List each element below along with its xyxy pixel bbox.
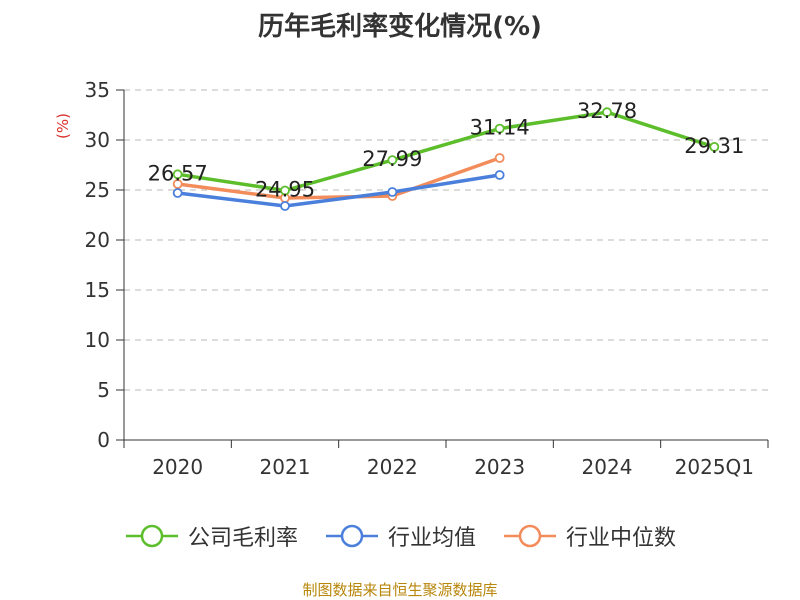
y-axis-label: (%) [54, 113, 72, 139]
data-point [602, 107, 612, 118]
data-point [387, 187, 398, 197]
data-label: 27.99 [362, 147, 422, 171]
data-point [172, 188, 183, 198]
data-point [494, 123, 505, 134]
x-tick-label: 2023 [474, 455, 525, 479]
legend-label: 行业中位数 [566, 526, 677, 551]
legend-line-marker-icon [125, 524, 178, 548]
series-line [177, 173, 500, 208]
y-tick-label: 10 [85, 328, 110, 352]
data-point [387, 155, 398, 166]
y-tick-label: 25 [85, 178, 110, 202]
legend-item-company[interactable]: 公司毛利率 [124, 520, 298, 552]
x-tick-label: 2020 [152, 455, 203, 479]
legend-label: 行业均值 [387, 526, 476, 551]
x-tick-label: 2022 [367, 455, 418, 479]
legend-label: 公司毛利率 [187, 526, 298, 551]
legend-item-industry-median[interactable]: 行业中位数 [502, 520, 676, 552]
data-label: 24.95 [255, 178, 315, 202]
legend-line-marker-icon [325, 524, 378, 548]
data-point [172, 179, 183, 189]
data-point [494, 153, 505, 163]
grid-lines [124, 89, 768, 391]
chart-title: 历年毛利率变化情况(%) [258, 12, 542, 42]
legend-line-marker-icon [504, 524, 556, 548]
data-point [280, 201, 290, 211]
data-label: 29.31 [684, 134, 744, 158]
series [172, 107, 720, 211]
data-label: 26.57 [148, 161, 208, 185]
data-label: 31.14 [470, 116, 530, 140]
axes: 0 5 10 15 20 25 30 35 2020 2021 2022 2023 2024 2025Q1 [85, 78, 769, 479]
y-tick-label: 15 [85, 278, 110, 302]
data-point [172, 169, 183, 180]
series-line [177, 156, 501, 200]
data-labels: 26.57 24.95 27.99 31.14 32.78 29.31 [148, 99, 745, 201]
data-point [709, 141, 720, 152]
source-note: 制图数据来自恒生聚源数据库 [302, 581, 498, 599]
y-tick-label: 5 [97, 378, 110, 402]
legend: 公司毛利率 行业均值 行业中位数 [0, 520, 800, 552]
legend-item-industry-mean[interactable]: 行业均值 [324, 520, 476, 552]
data-label: 32.78 [577, 99, 637, 123]
x-tick-label: 2025Q1 [675, 455, 754, 479]
data-point [494, 170, 505, 180]
y-tick-label: 0 [97, 428, 110, 452]
series-line [177, 110, 715, 193]
data-point [280, 185, 290, 196]
x-tick-label: 2024 [582, 455, 633, 479]
y-tick-label: 20 [85, 228, 110, 252]
x-tick-label: 2021 [260, 455, 311, 479]
y-tick-label: 30 [85, 128, 110, 152]
y-tick-label: 35 [85, 78, 110, 102]
